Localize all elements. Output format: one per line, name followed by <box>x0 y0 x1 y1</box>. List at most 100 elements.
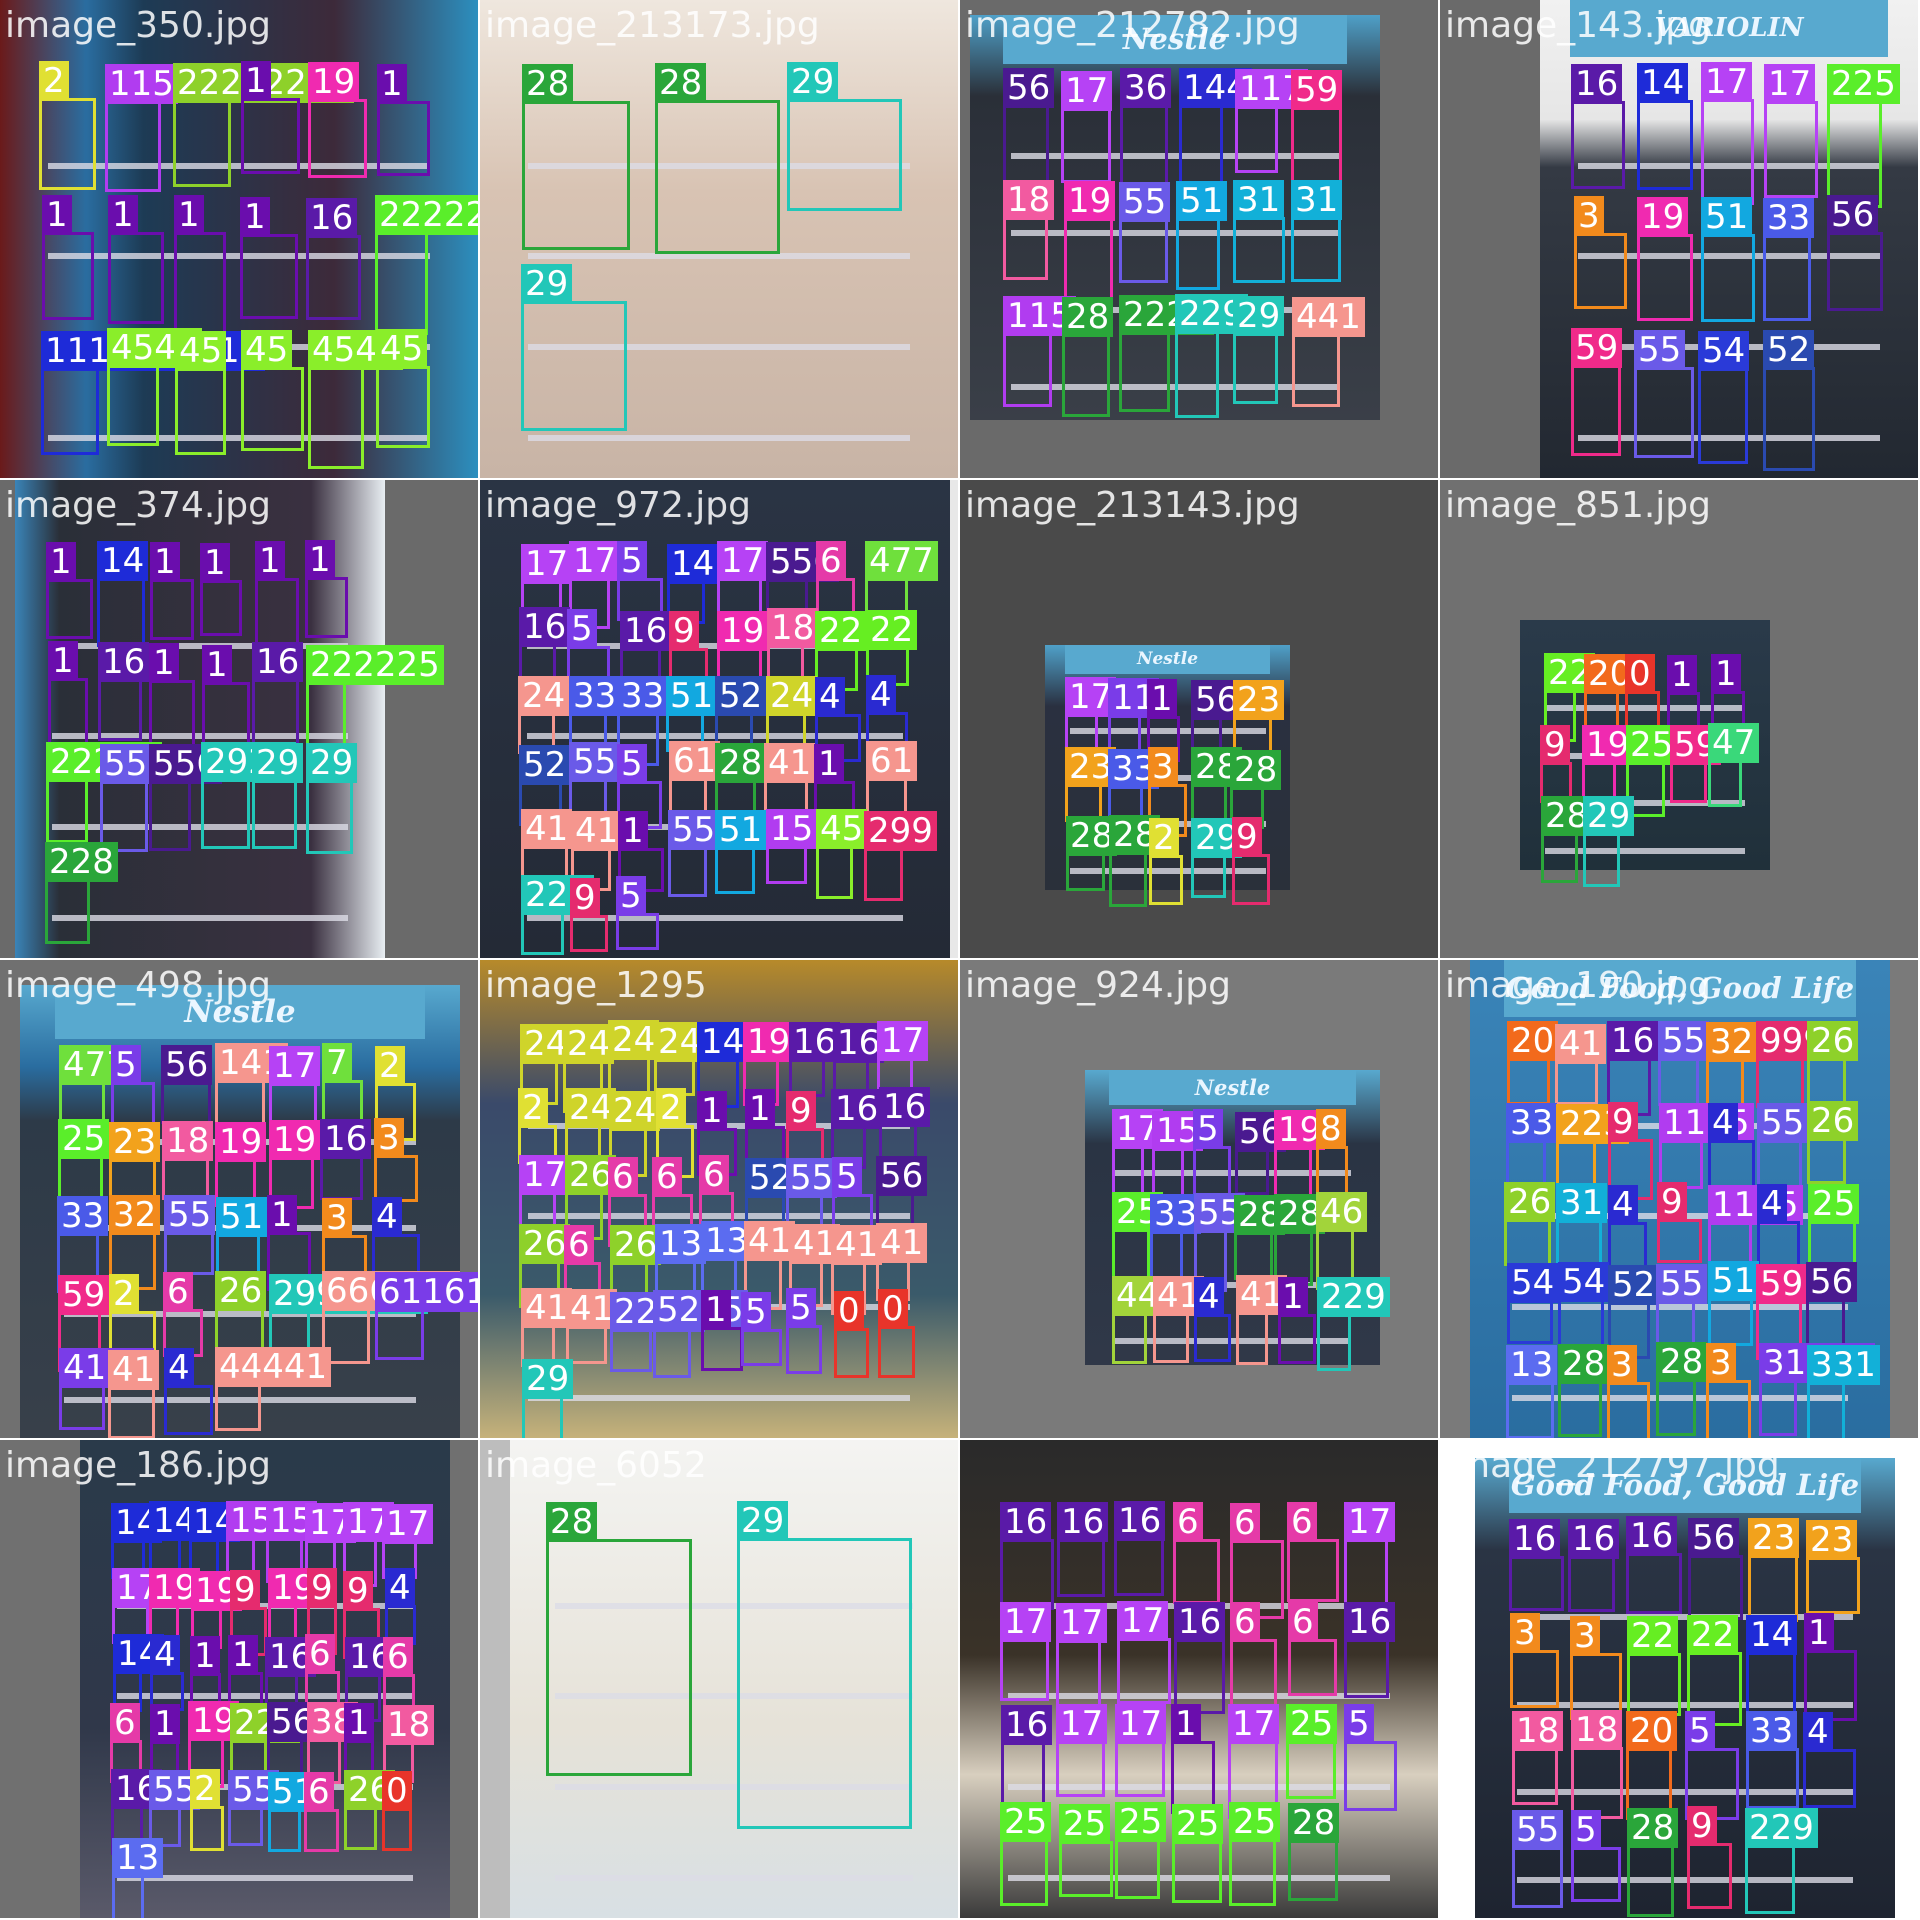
detection-label: 6 <box>564 1225 594 1265</box>
detection-label: 26 <box>565 1155 617 1195</box>
detection-box: 24 <box>563 1024 615 1113</box>
detection-box: 26 <box>519 1224 571 1308</box>
detection-box: 1 <box>1171 1704 1215 1814</box>
detection-label: 14 <box>667 544 719 584</box>
mosaic-tile: 22 20 0 1 1 9 19 25 59 47 28 29 image_851.jpg <box>1440 480 1918 958</box>
mosaic-tile: 2115222222261191111116222222222251111111… <box>0 0 478 478</box>
detection-label: 45 <box>816 809 868 849</box>
shelf-line <box>1577 163 1881 169</box>
detection-label: 1 <box>377 64 407 104</box>
detection-label: 6 <box>608 1157 638 1197</box>
detection-label: 59 <box>1571 328 1623 368</box>
detection-label: 1 <box>150 1704 180 1744</box>
detection-label: 26 <box>1807 1021 1859 1061</box>
detection-label: 0 <box>878 1289 908 1329</box>
detection-box: 6 <box>110 1703 142 1783</box>
detection-label: 51 <box>216 1197 268 1237</box>
detection-label: 25 <box>1229 1802 1281 1842</box>
detection-label: 14 <box>697 1022 749 1062</box>
detection-box: 26 <box>610 1225 662 1313</box>
detection-label: 24 <box>609 1091 661 1131</box>
detection-box: 31 <box>1233 180 1285 283</box>
brand-banner: Good Food, Good Life <box>1503 960 1857 1017</box>
detection-box: 23 <box>1806 1520 1860 1614</box>
detection-box: 9 <box>786 1091 824 1169</box>
detection-box: 29 <box>787 62 902 211</box>
detection-box: 24 <box>608 1020 660 1097</box>
detection-label: 17 <box>382 1504 434 1544</box>
detection-label: 13 <box>701 1221 753 1261</box>
detection-label: 52 <box>715 676 767 716</box>
detection-box: 59 <box>1571 328 1623 456</box>
detection-label: 56 <box>161 1045 213 1085</box>
detection-label: 46 <box>1316 1192 1368 1232</box>
detection-box: 14 <box>1637 63 1693 190</box>
detection-label: 41 <box>566 1289 618 1329</box>
brand-banner: Nestle <box>1064 645 1271 674</box>
detection-label: 25 <box>1115 1802 1167 1842</box>
detection-box: 6 <box>305 1634 340 1715</box>
detection-box: 16 <box>1000 1502 1054 1610</box>
detection-box: 9 <box>570 878 608 952</box>
detection-label: 33 <box>1150 1194 1202 1234</box>
detection-box: 6 <box>816 541 855 624</box>
shelf-line <box>64 1311 416 1317</box>
detection-box: 4 <box>1608 1185 1647 1270</box>
detection-label: 5 <box>832 1157 862 1197</box>
detection-box: 28 <box>715 743 767 822</box>
detection-label: 18 <box>1512 1711 1564 1751</box>
detection-label: 33 <box>569 676 621 716</box>
detection-box: 52 <box>519 745 571 826</box>
detection-box: 9 <box>1608 1102 1653 1200</box>
detection-label: 31 <box>1291 180 1343 220</box>
shelf-line <box>1011 230 1339 236</box>
detection-box: 1 <box>150 542 194 640</box>
detection-box: 3 <box>1706 1343 1751 1438</box>
detection-label: 19 <box>269 1120 321 1160</box>
detection-box: 44441 <box>215 1347 332 1431</box>
detection-label: 17 <box>1000 1602 1052 1642</box>
detection-label: 299 <box>864 811 937 851</box>
detection-box: 17 <box>519 1155 571 1238</box>
detection-box: 14 <box>97 541 149 647</box>
detection-box: 31 <box>1556 1183 1608 1277</box>
detection-box: 1 <box>618 811 664 892</box>
detection-label: 5 <box>1685 1711 1715 1751</box>
shelf-line <box>1007 1784 1391 1790</box>
detection-label: 1 <box>200 543 230 583</box>
detection-label: 331 <box>1807 1345 1880 1385</box>
detection-box: 32 <box>1706 1022 1758 1110</box>
detection-box: 22225 <box>46 742 163 843</box>
detection-box: 26 <box>1504 1182 1556 1266</box>
detection-label: 28 <box>1627 1808 1679 1848</box>
detection-box: 1 <box>46 542 93 639</box>
detection-label: 25 <box>1172 1804 1224 1844</box>
detection-label: 1 <box>1147 679 1177 719</box>
detection-box: 1 <box>241 61 300 174</box>
detection-label: 16 <box>1057 1502 1109 1542</box>
detection-box: 3 <box>322 1198 367 1285</box>
detection-label: 22 <box>866 610 918 650</box>
detection-box: 45 <box>241 330 304 451</box>
detection-label: 33 <box>1763 198 1815 238</box>
detection-label: 29 <box>1233 296 1285 336</box>
detection-label: 0 <box>834 1291 864 1331</box>
detection-box: 13 <box>112 1838 164 1918</box>
detection-box: 16 <box>98 642 150 741</box>
detection-box: 20 <box>1507 1021 1559 1105</box>
detection-label: 29 <box>737 1501 789 1541</box>
detection-label: 23 <box>1065 747 1117 787</box>
detection-box: 16 <box>519 607 571 689</box>
detection-box: 16 <box>1174 1602 1226 1714</box>
detection-box: 41 <box>831 1225 883 1315</box>
detection-box: 2 <box>39 61 96 190</box>
detection-label: 9 <box>1608 1102 1638 1142</box>
detection-label: 47 <box>1708 723 1760 763</box>
detection-box: 1 <box>42 195 94 320</box>
detection-label: 18 <box>383 1705 435 1745</box>
detection-box: 24 <box>766 676 818 763</box>
detection-box: 229 <box>1317 1277 1390 1371</box>
detection-label: 9 <box>307 1568 337 1608</box>
shelf-line <box>527 435 911 441</box>
shelf-line <box>1069 868 1266 874</box>
